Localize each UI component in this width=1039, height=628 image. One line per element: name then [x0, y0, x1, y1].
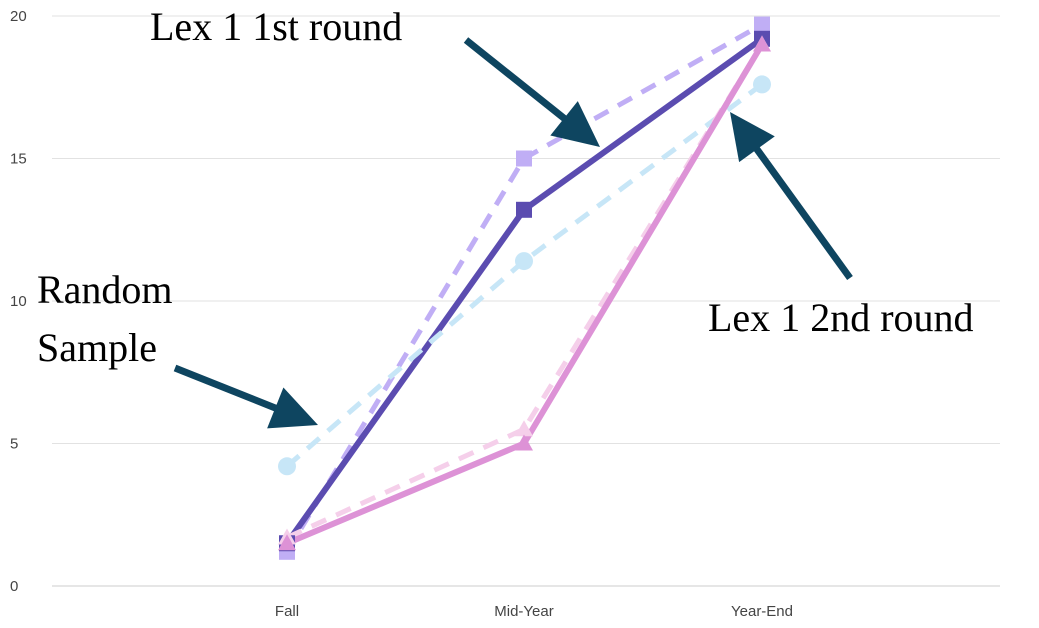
series-line-5 [285, 42, 765, 547]
series-1-point [754, 16, 770, 33]
x-tick-label: Fall [275, 603, 299, 620]
annotation-lex1-first-round: Lex 1 1st round [150, 4, 402, 49]
y-tick-label: 0 [10, 578, 18, 595]
annotation-sample: Sample [37, 325, 157, 370]
annotations: Lex 1 1st round Random Sample Lex 1 2nd … [37, 4, 974, 370]
annotation-random: Random [37, 267, 173, 312]
series-lines [284, 22, 765, 554]
annotation-arrows [173, 37, 853, 429]
series-2-point [516, 201, 532, 218]
y-tick-label: 10 [10, 293, 27, 310]
annotation-arrow-1-shaft [463, 37, 568, 123]
annotation-arrow-1-head [550, 101, 600, 147]
y-tick-label: 20 [10, 8, 27, 25]
annotation-arrow-2-head [267, 387, 318, 429]
y-tick-label: 5 [10, 436, 18, 453]
series-4-point [515, 420, 533, 437]
series-line-1 [284, 22, 764, 554]
series-markers [278, 16, 771, 560]
series-line-4 [285, 43, 765, 540]
series-3-point [515, 252, 533, 271]
x-axis-tick-labels: Fall Mid-Year Year-End [275, 603, 793, 620]
series-5-point [278, 534, 296, 551]
series-line-3 [285, 82, 764, 469]
annotation-lex1-second-round: Lex 1 2nd round [708, 295, 974, 340]
x-tick-label: Mid-Year [494, 603, 553, 620]
annotation-arrow-3-shaft [752, 145, 853, 281]
y-axis-tick-labels: 0 5 10 15 20 [10, 8, 27, 595]
series-3-point [278, 457, 296, 476]
gridlines [52, 15, 1000, 587]
series-1-point [516, 150, 532, 167]
series-5-point [515, 434, 533, 451]
y-tick-label: 15 [10, 151, 27, 168]
series-5-point [753, 35, 771, 52]
annotation-arrow-3-head [730, 112, 775, 163]
annotation-arrow-2-shaft [173, 364, 279, 412]
series-3-point [753, 75, 771, 94]
x-tick-label: Year-End [731, 603, 793, 620]
series-line-2 [284, 36, 764, 545]
